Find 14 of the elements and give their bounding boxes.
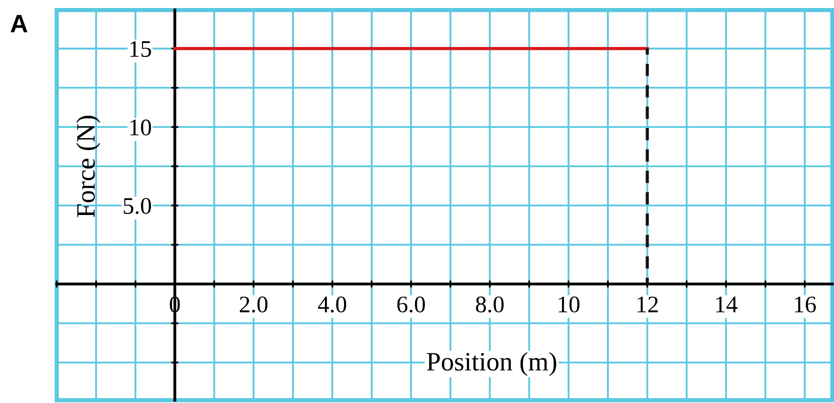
- y-axis-title: Force (N): [76, 116, 100, 218]
- y-tick-label: 5.0: [124, 198, 152, 214]
- x-axis-title: Position (m): [426, 352, 556, 376]
- y-tick-label: 15: [130, 41, 151, 57]
- text: A: [10, 15, 28, 32]
- x-tick-label: 16: [795, 296, 816, 312]
- x-tick-label: 10: [558, 296, 580, 312]
- y-tick-label: 10: [130, 120, 152, 136]
- x-tick-label: 6.0: [397, 296, 425, 313]
- x-tick-label: 4.0: [318, 296, 346, 313]
- x-tick-label: 8.0: [476, 296, 504, 313]
- x-tick-label: 2.0: [240, 296, 268, 313]
- x-tick-label: 12: [638, 296, 658, 312]
- x-tick-label: 14: [716, 296, 738, 312]
